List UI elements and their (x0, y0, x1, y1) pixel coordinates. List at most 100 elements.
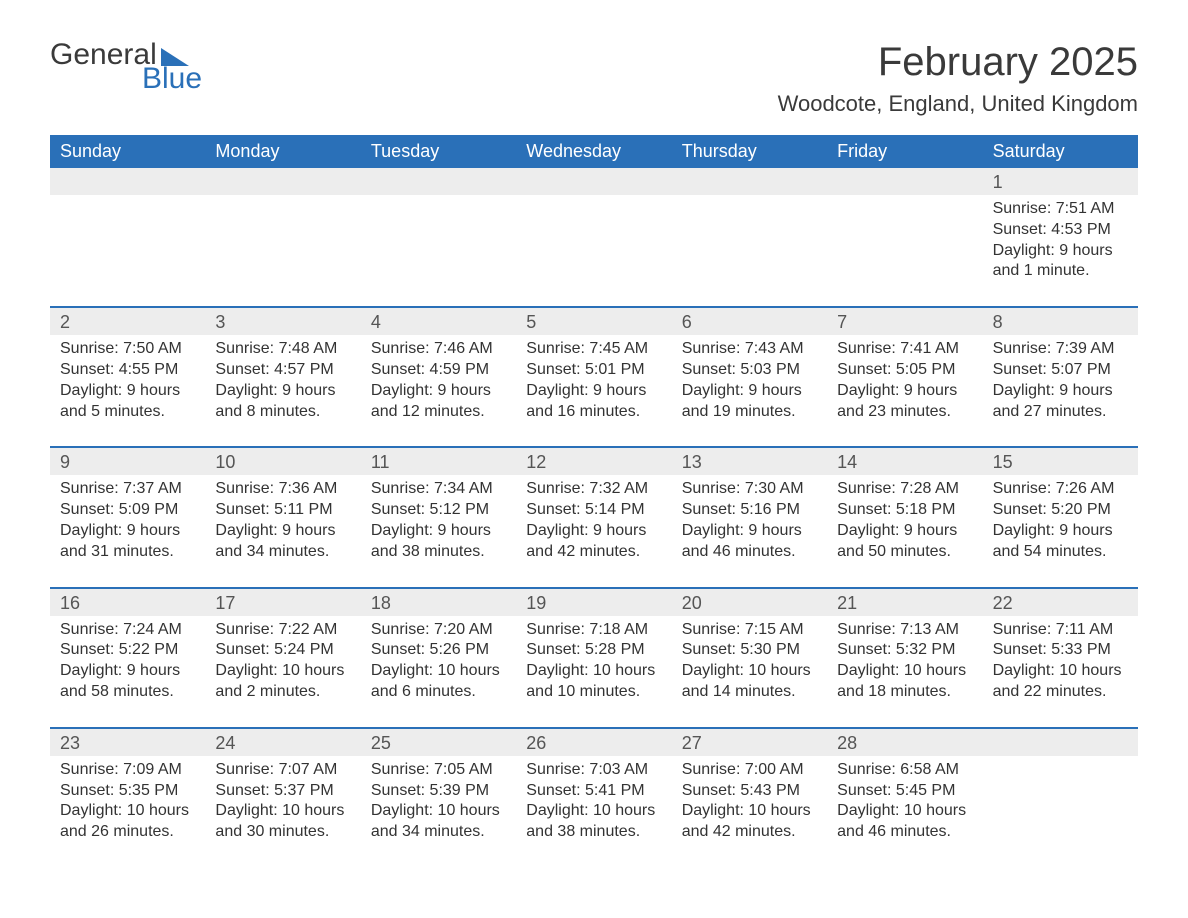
day-number (516, 168, 671, 195)
day-number: 9 (50, 448, 205, 475)
daylight-line: Daylight: 10 hours and 42 minutes. (682, 801, 817, 843)
day-number: 6 (672, 308, 827, 335)
day-cell: Sunrise: 7:51 AMSunset: 4:53 PMDaylight:… (983, 195, 1138, 306)
day-number (827, 168, 982, 195)
day-number: 10 (205, 448, 360, 475)
sunset-line: Sunset: 5:18 PM (837, 500, 972, 521)
daylight-line: Daylight: 9 hours and 42 minutes. (526, 521, 661, 563)
day-cell (516, 195, 671, 306)
daylight-line: Daylight: 9 hours and 27 minutes. (993, 381, 1128, 423)
sunset-line: Sunset: 4:55 PM (60, 360, 195, 381)
sunset-line: Sunset: 4:59 PM (371, 360, 506, 381)
day-cell: Sunrise: 7:45 AMSunset: 5:01 PMDaylight:… (516, 335, 671, 446)
title-block: February 2025 Woodcote, England, United … (778, 40, 1138, 117)
sunset-line: Sunset: 5:32 PM (837, 640, 972, 661)
day-cell: Sunrise: 7:28 AMSunset: 5:18 PMDaylight:… (827, 475, 982, 586)
day-data-row: Sunrise: 7:51 AMSunset: 4:53 PMDaylight:… (50, 195, 1138, 306)
daylight-line: Daylight: 10 hours and 18 minutes. (837, 661, 972, 703)
day-cell: Sunrise: 7:11 AMSunset: 5:33 PMDaylight:… (983, 616, 1138, 727)
daylight-line: Daylight: 9 hours and 34 minutes. (215, 521, 350, 563)
day-number: 28 (827, 729, 982, 756)
sunset-line: Sunset: 5:05 PM (837, 360, 972, 381)
day-cell: Sunrise: 6:58 AMSunset: 5:45 PMDaylight:… (827, 756, 982, 867)
sunrise-line: Sunrise: 7:00 AM (682, 760, 817, 781)
daylight-line: Daylight: 9 hours and 23 minutes. (837, 381, 972, 423)
sunset-line: Sunset: 5:11 PM (215, 500, 350, 521)
logo-word-2: Blue (142, 64, 202, 94)
sunrise-line: Sunrise: 7:24 AM (60, 620, 195, 641)
sunrise-line: Sunrise: 7:30 AM (682, 479, 817, 500)
sunrise-line: Sunrise: 7:41 AM (837, 339, 972, 360)
location: Woodcote, England, United Kingdom (778, 91, 1138, 117)
sunrise-line: Sunrise: 7:26 AM (993, 479, 1128, 500)
day-number: 12 (516, 448, 671, 475)
sunrise-line: Sunrise: 7:46 AM (371, 339, 506, 360)
day-number-strip: 9101112131415 (50, 446, 1138, 475)
sunset-line: Sunset: 5:33 PM (993, 640, 1128, 661)
day-number: 17 (205, 589, 360, 616)
day-cell: Sunrise: 7:22 AMSunset: 5:24 PMDaylight:… (205, 616, 360, 727)
day-number-strip: 16171819202122 (50, 587, 1138, 616)
day-data-row: Sunrise: 7:24 AMSunset: 5:22 PMDaylight:… (50, 616, 1138, 727)
day-number (205, 168, 360, 195)
day-header-friday: Friday (827, 135, 982, 168)
day-cell: Sunrise: 7:26 AMSunset: 5:20 PMDaylight:… (983, 475, 1138, 586)
daylight-line: Daylight: 9 hours and 1 minute. (993, 241, 1128, 283)
day-cell: Sunrise: 7:37 AMSunset: 5:09 PMDaylight:… (50, 475, 205, 586)
sunrise-line: Sunrise: 7:34 AM (371, 479, 506, 500)
day-cell (672, 195, 827, 306)
day-header-thursday: Thursday (672, 135, 827, 168)
day-cell: Sunrise: 7:03 AMSunset: 5:41 PMDaylight:… (516, 756, 671, 867)
day-cell: Sunrise: 7:46 AMSunset: 4:59 PMDaylight:… (361, 335, 516, 446)
daylight-line: Daylight: 9 hours and 8 minutes. (215, 381, 350, 423)
day-number: 7 (827, 308, 982, 335)
day-number: 18 (361, 589, 516, 616)
sunrise-line: Sunrise: 7:48 AM (215, 339, 350, 360)
day-number: 22 (983, 589, 1138, 616)
day-cell: Sunrise: 7:43 AMSunset: 5:03 PMDaylight:… (672, 335, 827, 446)
day-cell: Sunrise: 7:34 AMSunset: 5:12 PMDaylight:… (361, 475, 516, 586)
daylight-line: Daylight: 9 hours and 38 minutes. (371, 521, 506, 563)
day-number: 8 (983, 308, 1138, 335)
sunset-line: Sunset: 5:41 PM (526, 781, 661, 802)
day-cell: Sunrise: 7:39 AMSunset: 5:07 PMDaylight:… (983, 335, 1138, 446)
sunrise-line: Sunrise: 7:20 AM (371, 620, 506, 641)
day-cell: Sunrise: 7:32 AMSunset: 5:14 PMDaylight:… (516, 475, 671, 586)
daylight-line: Daylight: 9 hours and 58 minutes. (60, 661, 195, 703)
daylight-line: Daylight: 10 hours and 14 minutes. (682, 661, 817, 703)
sunrise-line: Sunrise: 7:15 AM (682, 620, 817, 641)
sunset-line: Sunset: 5:12 PM (371, 500, 506, 521)
week-block: 232425262728Sunrise: 7:09 AMSunset: 5:35… (50, 727, 1138, 867)
day-cell (983, 756, 1138, 867)
daylight-line: Daylight: 9 hours and 54 minutes. (993, 521, 1128, 563)
day-number: 20 (672, 589, 827, 616)
day-number: 24 (205, 729, 360, 756)
daylight-line: Daylight: 10 hours and 46 minutes. (837, 801, 972, 843)
day-cell (361, 195, 516, 306)
weeks-container: 1Sunrise: 7:51 AMSunset: 4:53 PMDaylight… (50, 168, 1138, 867)
logo-word-1: General (50, 40, 157, 70)
week-block: 9101112131415Sunrise: 7:37 AMSunset: 5:0… (50, 446, 1138, 586)
sunrise-line: Sunrise: 7:22 AM (215, 620, 350, 641)
day-cell: Sunrise: 7:41 AMSunset: 5:05 PMDaylight:… (827, 335, 982, 446)
sunset-line: Sunset: 5:39 PM (371, 781, 506, 802)
day-number: 19 (516, 589, 671, 616)
sunrise-line: Sunrise: 7:07 AM (215, 760, 350, 781)
sunrise-line: Sunrise: 7:51 AM (993, 199, 1128, 220)
day-cell: Sunrise: 7:48 AMSunset: 4:57 PMDaylight:… (205, 335, 360, 446)
day-cell: Sunrise: 7:30 AMSunset: 5:16 PMDaylight:… (672, 475, 827, 586)
day-cell (50, 195, 205, 306)
daylight-line: Daylight: 9 hours and 16 minutes. (526, 381, 661, 423)
day-number: 21 (827, 589, 982, 616)
sunrise-line: Sunrise: 7:39 AM (993, 339, 1128, 360)
day-number: 16 (50, 589, 205, 616)
sunset-line: Sunset: 5:26 PM (371, 640, 506, 661)
day-cell: Sunrise: 7:09 AMSunset: 5:35 PMDaylight:… (50, 756, 205, 867)
sunrise-line: Sunrise: 6:58 AM (837, 760, 972, 781)
sunrise-line: Sunrise: 7:37 AM (60, 479, 195, 500)
month-title: February 2025 (778, 40, 1138, 85)
day-number: 25 (361, 729, 516, 756)
day-data-row: Sunrise: 7:09 AMSunset: 5:35 PMDaylight:… (50, 756, 1138, 867)
day-number (50, 168, 205, 195)
sunset-line: Sunset: 5:28 PM (526, 640, 661, 661)
